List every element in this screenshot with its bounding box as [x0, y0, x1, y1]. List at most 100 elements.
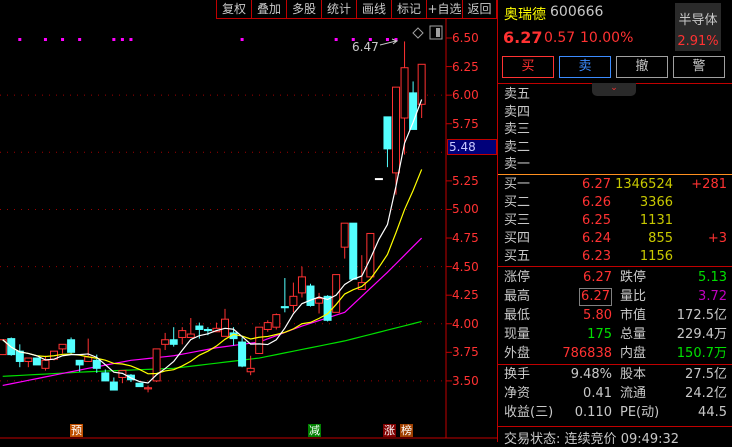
last-price: 6.27 — [503, 28, 543, 47]
candle-body — [238, 341, 247, 367]
axis-tick-label: 5.00 — [452, 202, 479, 217]
buy-button[interactable]: 买 — [502, 56, 554, 78]
fundamental-row: 收益(三) 0.110 PE(动) 44.5 — [504, 404, 729, 422]
trading-status: 交易状态: 连续竞价 09:49:32 — [504, 428, 679, 447]
candle-body — [41, 359, 50, 369]
divider — [498, 174, 732, 175]
stat-value: 150.7万 — [676, 346, 727, 361]
bid-row[interactable]: 买三 6.25 1131 — [504, 212, 729, 230]
bid-label: 买四 — [504, 231, 531, 246]
panel-toggle-icon[interactable] — [429, 25, 443, 40]
signal-dot — [368, 38, 372, 41]
fund-value: 27.5亿 — [685, 367, 727, 382]
statistics-button[interactable]: 统计 — [321, 0, 356, 19]
bid-price: 6.25 — [582, 213, 611, 228]
bid-row[interactable]: 买五 6.23 1156 — [504, 248, 729, 266]
back-button[interactable]: 返回 — [462, 0, 497, 19]
candle-body — [280, 306, 289, 309]
candle-body — [400, 67, 409, 119]
stat-label: 量比 — [620, 289, 647, 304]
stat-value: 229.4万 — [676, 327, 727, 342]
diamond-icon[interactable] — [412, 27, 424, 39]
chart-toolbar: 复权 叠加 多股 统计 画线 标记 +自选 返回 — [216, 0, 497, 19]
stat-label: 市值 — [620, 308, 647, 323]
candle-body — [101, 372, 110, 382]
candle-body — [289, 295, 298, 306]
quote-panel: 奥瑞德 600666 6.27 0.57 10.00% 半导体 2.91% 买 … — [497, 0, 732, 447]
fund-value: 9.48% — [570, 367, 612, 382]
marker-ranking[interactable]: 榜 — [400, 424, 413, 437]
stock-code: 600666 — [550, 4, 604, 20]
status-value: 连续竞价 — [564, 432, 617, 447]
draw-line-button[interactable]: 画线 — [356, 0, 391, 19]
stat-value: 5.13 — [698, 270, 727, 285]
bid-volume: 855 — [648, 231, 673, 246]
axis-tick-label: 5.25 — [452, 173, 479, 188]
candle-body — [152, 348, 161, 382]
bid-volume: 1131 — [639, 213, 673, 228]
signal-dot — [385, 38, 389, 41]
crosshair-price-label: 5.48 — [447, 139, 497, 155]
candlestick-chart[interactable]: 6.47 — [0, 0, 497, 442]
bid-row[interactable]: 买一 6.27 1346524 +281 — [504, 176, 729, 194]
sell-button[interactable]: 卖 — [559, 56, 611, 78]
bid-label: 买一 — [504, 177, 531, 192]
multi-stock-button[interactable]: 多股 — [286, 0, 321, 19]
stat-value: 6.27 — [583, 270, 612, 285]
bid-label: 买二 — [504, 195, 531, 210]
ask-row: 卖四 — [504, 104, 729, 122]
bid-row[interactable]: 买二 6.26 3366 — [504, 194, 729, 212]
stat-row: 外盘 786838 内盘 150.7万 — [504, 345, 729, 363]
stock-name: 奥瑞德 — [504, 7, 546, 23]
chevron-down-icon[interactable]: ⌄ — [592, 83, 636, 96]
candle-body — [24, 357, 33, 362]
axis-tick-label: 6.25 — [452, 59, 479, 74]
signal-dot — [78, 38, 82, 41]
bid-price: 6.23 — [582, 249, 611, 264]
candle-body — [135, 382, 144, 388]
bid-row[interactable]: 买四 6.24 855 +3 — [504, 230, 729, 248]
fund-label: 收益(三) — [504, 405, 554, 420]
marker-forecast[interactable]: 预 — [70, 424, 83, 437]
signal-dot — [240, 38, 244, 41]
stat-value: 5.80 — [583, 308, 612, 323]
signal-dot — [351, 38, 355, 41]
fund-label: 换手 — [504, 367, 531, 382]
candle-body — [417, 63, 426, 105]
marker-limit-up[interactable]: 涨 — [383, 424, 396, 437]
divider — [498, 364, 732, 365]
add-watchlist-button[interactable]: +自选 — [426, 0, 462, 19]
cancel-order-button[interactable]: 撤 — [616, 56, 668, 78]
marker-reduce[interactable]: 减 — [308, 424, 321, 437]
stat-value: 6.27 — [579, 288, 612, 306]
stat-label: 跌停 — [620, 270, 647, 285]
ask-row: 卖三 — [504, 121, 729, 139]
candle-body — [323, 295, 332, 321]
fund-value: 44.5 — [698, 405, 727, 420]
bid-price: 6.26 — [582, 195, 611, 210]
mark-button[interactable]: 标记 — [391, 0, 426, 19]
stat-label: 最低 — [504, 308, 531, 323]
candle-body — [109, 381, 118, 391]
ask-label: 卖二 — [504, 139, 531, 155]
fund-value: 0.110 — [574, 405, 612, 420]
alert-button[interactable]: 警 — [673, 56, 725, 78]
candle-body — [144, 387, 153, 390]
axis-tick-label: 5.75 — [452, 116, 479, 131]
axis-tick-label: 6.00 — [452, 88, 479, 103]
candle-body — [32, 357, 41, 366]
axis-tick-label: 3.50 — [452, 373, 479, 388]
candle-body — [118, 370, 127, 378]
stat-label: 现量 — [504, 327, 531, 342]
axis-tick-label: 6.50 — [452, 31, 479, 45]
axis-tick-label: 4.75 — [452, 231, 479, 246]
axis-tick-label: 4.50 — [452, 259, 479, 274]
overlay-button[interactable]: 叠加 — [251, 0, 286, 19]
restore-rights-button[interactable]: 复权 — [216, 0, 251, 19]
candle-body — [392, 86, 400, 174]
ma5-line — [2, 99, 423, 384]
bid-label: 买三 — [504, 213, 531, 228]
stat-row: 现量 175 总量 229.4万 — [504, 326, 729, 344]
sector-badge[interactable]: 半导体 2.91% — [675, 3, 721, 51]
signal-dot — [334, 38, 338, 41]
